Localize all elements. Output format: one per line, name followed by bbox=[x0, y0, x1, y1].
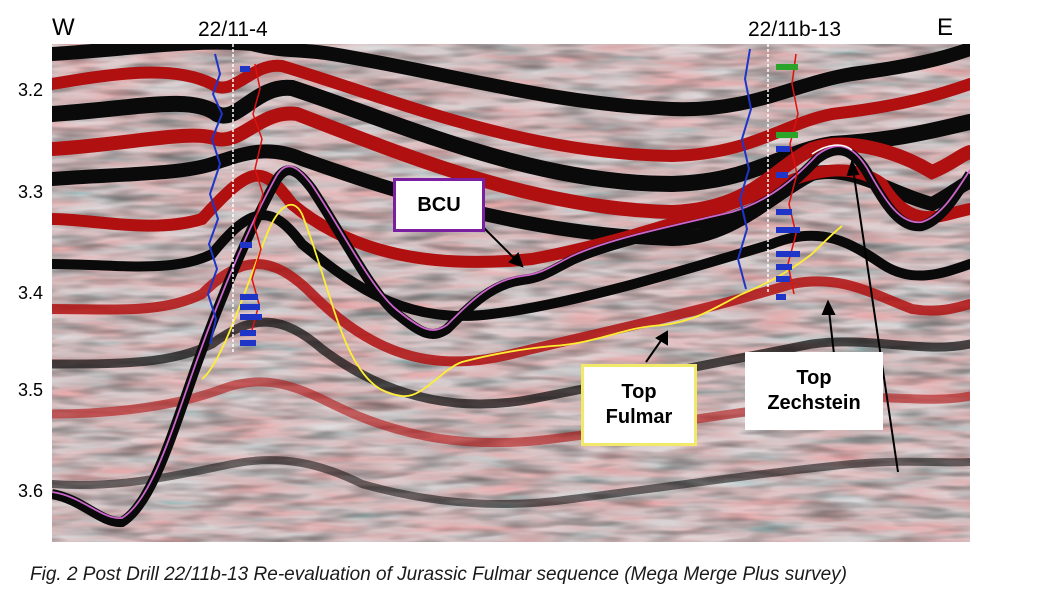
east-label: E bbox=[937, 14, 954, 41]
well-22-11b-13 bbox=[736, 44, 800, 300]
well-22-11b-13-gamma-log bbox=[736, 48, 753, 290]
top-zechstein-horizon-line bbox=[811, 144, 853, 155]
top-fulmar-arrowhead bbox=[655, 330, 668, 346]
top-fulmar-callout-box: Top Fulmar bbox=[581, 364, 697, 446]
top-zechstein-arrow-2 bbox=[851, 161, 899, 473]
time-tick: 3.6 bbox=[18, 481, 44, 501]
time-tick: 3.4 bbox=[18, 283, 44, 303]
bcu-arrowhead bbox=[508, 252, 524, 268]
seismic-section bbox=[52, 44, 970, 542]
time-tick: 3.3 bbox=[18, 182, 44, 202]
reflector-bands bbox=[52, 44, 970, 508]
figure-caption: Fig. 2 Post Drill 22/11b-13 Re-evaluatio… bbox=[30, 564, 847, 585]
well-22-11b-13-formation-tops bbox=[776, 64, 800, 300]
top-zechstein-arrowhead-2 bbox=[846, 159, 860, 177]
top-fulmar-callout-line1: Top bbox=[621, 381, 657, 403]
west-label: W bbox=[52, 14, 75, 41]
time-tick: 3.2 bbox=[18, 80, 44, 100]
top-zechstein-callout-line1: Top bbox=[796, 367, 832, 389]
well-label-22-11b-13: 22/11b-13 bbox=[748, 18, 842, 41]
well-22-11-4-sonic-log bbox=[250, 63, 264, 335]
well-22-11-4-gamma-log bbox=[206, 53, 224, 345]
bcu-callout-label: BCU bbox=[417, 193, 461, 216]
top-fulmar-callout-line2: Fulmar bbox=[605, 406, 673, 428]
top-fulmar-horizon-line bbox=[201, 203, 843, 397]
top-zechstein-callout-box: Top Zechstein bbox=[745, 352, 883, 430]
top-zechstein-callout-line2: Zechstein bbox=[767, 392, 861, 414]
bcu-black-trough bbox=[52, 145, 970, 528]
top-zechstein-arrowhead-1 bbox=[821, 299, 836, 315]
bcu-horizon-line bbox=[52, 145, 970, 519]
well-label-22-11-4: 22/11-4 bbox=[198, 18, 268, 41]
bcu-callout-box: BCU bbox=[393, 178, 485, 232]
time-tick: 3.5 bbox=[18, 380, 44, 400]
well-22-11-4-formation-tops bbox=[240, 66, 262, 346]
well-22-11-4 bbox=[206, 44, 264, 354]
